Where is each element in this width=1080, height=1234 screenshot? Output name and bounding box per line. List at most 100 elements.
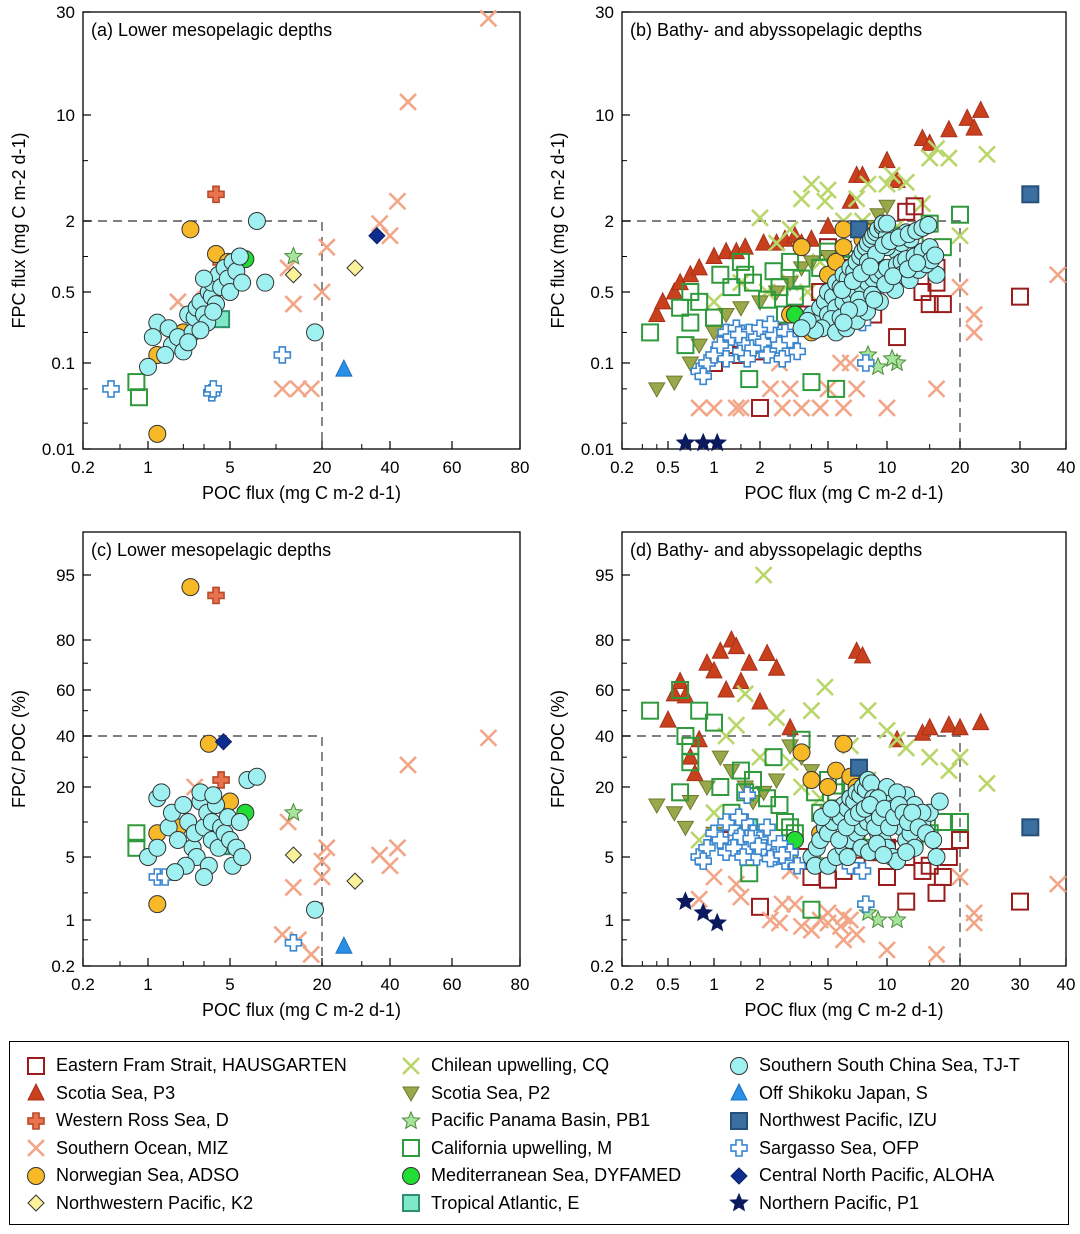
data-point-OFP (694, 852, 713, 870)
data-point-MIZ (705, 399, 723, 417)
series-M (127, 373, 148, 407)
legend-marker-icon (402, 1166, 420, 1185)
legend-marker-icon (401, 1110, 421, 1130)
data-point-TJT (792, 319, 811, 338)
legend-label: California upwelling, M (431, 1137, 613, 1158)
data-point-P1 (707, 912, 728, 932)
data-point-OFP (717, 813, 735, 831)
data-point-MIZ (479, 728, 498, 747)
data-point-MIZ (313, 283, 331, 301)
data-point-MIZ (965, 914, 984, 932)
data-point-TJT (139, 357, 157, 376)
legend-marker (27, 1083, 45, 1101)
legend-marker-icon (27, 1194, 45, 1212)
panel-title: (d) Bathy- and abyssopelagic depths (630, 540, 922, 560)
data-point-MIZ (302, 945, 321, 964)
data-point-MIZ (317, 838, 336, 857)
legend-marker-icon (27, 1139, 45, 1158)
legend-label: Central North Pacific, ALOHA (759, 1165, 995, 1186)
data-point-MIZ (965, 305, 984, 324)
x-tick-label: 80 (511, 458, 530, 477)
data-point-ALOHA (214, 733, 233, 751)
series-ALOHA (368, 227, 386, 245)
x-tick-label: 40 (1057, 458, 1076, 477)
data-point-M (785, 287, 804, 306)
data-point-P3 (686, 763, 704, 782)
data-point-TJT (306, 900, 325, 919)
y-tick-label: 30 (595, 3, 614, 22)
x-tick-label: 0.2 (610, 975, 634, 994)
y-axis-label: FPC/ POC (%) (548, 690, 568, 808)
data-point-OFP (102, 380, 120, 398)
data-point-M (129, 388, 148, 407)
series-TJT (802, 770, 949, 875)
threshold-line (83, 735, 323, 966)
data-point-HAU (920, 295, 939, 314)
data-point-ADSO (834, 220, 853, 239)
data-point-P2 (665, 375, 684, 392)
data-point-M (744, 770, 763, 789)
x-tick-label: 5 (823, 458, 832, 477)
legend-marker-icon (730, 1056, 748, 1075)
plot-frame (82, 11, 521, 450)
series-P1 (675, 891, 728, 932)
y-tick-label: 40 (595, 727, 614, 746)
data-point-OFP (734, 848, 752, 866)
data-point-CQ (920, 149, 939, 167)
y-axis-label: FPC/ POC (%) (9, 690, 29, 808)
x-tick-label: 20 (313, 458, 332, 477)
series-S (335, 358, 353, 377)
x-tick-label: 40 (381, 975, 400, 994)
x-tick-label: 0.2 (71, 975, 95, 994)
data-point-M (690, 701, 709, 720)
series-IZU (850, 185, 1040, 239)
data-point-MIZ (831, 354, 850, 372)
data-point-M (705, 308, 723, 327)
data-point-D (207, 586, 225, 605)
legend-marker (402, 1194, 420, 1213)
legend-marker (730, 1111, 748, 1130)
legend-label: Pacific Panama Basin, PB1 (431, 1110, 651, 1131)
data-point-TJT (168, 831, 187, 850)
data-point-M (681, 313, 700, 332)
y-axis-label: FPC flux (mg C m-2 d-1) (9, 132, 29, 328)
data-point-ADSO (792, 743, 811, 762)
legend-marker (27, 1139, 45, 1158)
data-point-PB1 (887, 909, 907, 929)
data-point-P2 (711, 750, 730, 767)
data-point-P3 (940, 715, 958, 733)
x-tick-label: 80 (511, 975, 530, 994)
data-point-M (127, 824, 146, 843)
x-tick-label: 40 (381, 458, 400, 477)
legend-label: Sargasso Sea, OFP (759, 1137, 920, 1158)
threshold-line (622, 220, 961, 449)
legend-marker-icon (402, 1086, 420, 1103)
data-point-M (827, 379, 846, 398)
panel-b: 0.2 0.5 1 2 5 10 20 30 40 0.01 0.1 0.5 2 10 30 POC flux… (548, 3, 1075, 503)
series-PB1 (858, 344, 907, 376)
data-point-P3 (754, 232, 773, 251)
panel-title: (c) Lower mesopelagic depths (91, 540, 331, 560)
data-point-HAU (927, 883, 946, 902)
data-point-MIZ (313, 868, 331, 886)
data-point-TJT (148, 838, 167, 857)
y-tick-label: 80 (595, 631, 614, 650)
panel-c: 0.2 1 5 20 40 60 80 0.2 1 5 20 40 60 80 95 POC flux (mg… (9, 531, 530, 1020)
y-tick-label: 2 (605, 212, 614, 231)
data-point-P2 (722, 764, 741, 780)
data-point-M (951, 205, 969, 224)
data-point-TJT (247, 767, 266, 786)
data-point-M (781, 252, 800, 271)
data-point-HAU (888, 328, 907, 347)
data-point-OFP (729, 808, 748, 826)
x-tick-label: 20 (313, 975, 332, 994)
data-point-M (641, 323, 660, 342)
series-D (207, 586, 230, 789)
data-point-MIZ (705, 868, 723, 886)
data-point-P3 (853, 645, 872, 664)
series-MIZ (690, 265, 1067, 417)
data-point-MIZ (927, 945, 946, 964)
data-point-TJT (204, 786, 223, 805)
data-point-TJT (204, 302, 223, 321)
data-point-TJT (884, 267, 903, 286)
